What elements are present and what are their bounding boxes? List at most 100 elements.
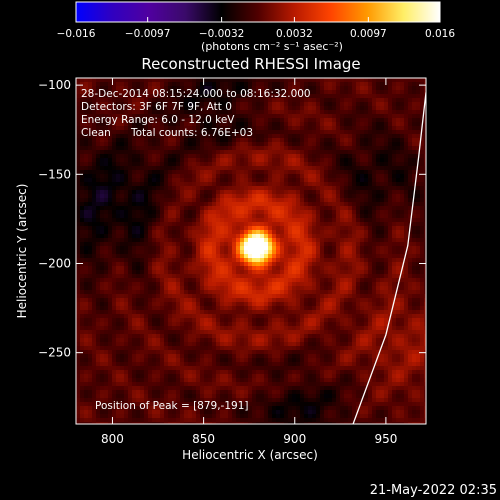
heatmap-cell xyxy=(376,146,380,150)
heatmap-cell xyxy=(380,98,384,102)
heatmap-cell xyxy=(120,186,124,190)
heatmap-cell xyxy=(424,214,426,218)
heatmap-cell xyxy=(108,170,112,174)
heatmap-cell xyxy=(104,230,108,234)
heatmap-cell xyxy=(260,202,264,206)
heatmap-cell xyxy=(336,98,340,102)
heatmap-cell xyxy=(364,218,368,222)
heatmap-cell xyxy=(112,98,116,102)
heatmap-cell xyxy=(100,138,104,142)
heatmap-cell xyxy=(288,282,292,286)
heatmap-cell xyxy=(416,142,420,146)
heatmap-cell xyxy=(80,182,84,186)
heatmap-cell xyxy=(268,82,272,86)
heatmap-cell xyxy=(136,138,140,142)
heatmap-cell xyxy=(140,118,144,122)
heatmap-cell xyxy=(388,78,392,82)
heatmap-cell xyxy=(360,222,364,226)
heatmap-cell xyxy=(80,254,84,258)
heatmap-cell xyxy=(92,246,96,250)
heatmap-cell xyxy=(124,254,128,258)
heatmap-cell xyxy=(368,214,372,218)
colorbar-tick-label: −0.0032 xyxy=(199,28,245,40)
heatmap-cell xyxy=(76,254,80,258)
heatmap-cell xyxy=(128,102,132,106)
heatmap-cell xyxy=(204,170,208,174)
heatmap-cell xyxy=(80,294,84,298)
heatmap-cell xyxy=(368,178,372,182)
heatmap-cell xyxy=(388,246,392,250)
heatmap-cell xyxy=(368,298,372,302)
heatmap-cell xyxy=(88,302,92,306)
heatmap-cell xyxy=(312,238,316,242)
heatmap-cell xyxy=(92,222,96,226)
heatmap-cell xyxy=(212,206,216,210)
heatmap-cell xyxy=(320,282,324,286)
heatmap-cell xyxy=(344,122,348,126)
heatmap-cell xyxy=(336,198,340,202)
heatmap-cell xyxy=(372,158,376,162)
heatmap-cell xyxy=(248,254,252,258)
heatmap-cell xyxy=(156,166,160,170)
heatmap-cell xyxy=(252,142,256,146)
heatmap-cell xyxy=(364,210,368,214)
heatmap-cell xyxy=(232,202,236,206)
heatmap-cell xyxy=(348,254,352,258)
heatmap-cell xyxy=(308,190,312,194)
heatmap-cell xyxy=(224,158,228,162)
heatmap-cell xyxy=(284,78,288,82)
heatmap-cell xyxy=(100,238,104,242)
heatmap-cell xyxy=(144,190,148,194)
heatmap-cell xyxy=(172,162,176,166)
heatmap-cell xyxy=(104,138,108,142)
heatmap-cell xyxy=(136,238,140,242)
heatmap-cell xyxy=(264,298,268,302)
heatmap-cell xyxy=(164,250,168,254)
heatmap-cell xyxy=(344,218,348,222)
heatmap-cell xyxy=(356,102,360,106)
heatmap-cell xyxy=(256,90,260,94)
heatmap-cell xyxy=(88,170,92,174)
heatmap-cell xyxy=(356,126,360,130)
heatmap-cell xyxy=(224,218,228,222)
heatmap-cell xyxy=(180,234,184,238)
heatmap-cell xyxy=(144,274,148,278)
heatmap-cell xyxy=(228,202,232,206)
heatmap-cell xyxy=(104,238,108,242)
heatmap-cell xyxy=(420,270,424,274)
heatmap-cell xyxy=(416,90,420,94)
heatmap-cell xyxy=(420,250,424,254)
heatmap-cell xyxy=(128,150,132,154)
heatmap-cell xyxy=(296,134,300,138)
heatmap-cell xyxy=(392,106,396,110)
heatmap-cell xyxy=(396,246,400,250)
heatmap-cell xyxy=(244,190,248,194)
heatmap-cell xyxy=(96,250,100,254)
heatmap-cell xyxy=(324,278,328,282)
heatmap-cell xyxy=(120,162,124,166)
heatmap-cell xyxy=(284,278,288,282)
heatmap-cell xyxy=(156,246,160,250)
heatmap-cell xyxy=(76,166,80,170)
heatmap-cell xyxy=(376,98,380,102)
heatmap-cell xyxy=(204,178,208,182)
heatmap-cell xyxy=(292,106,296,110)
heatmap-cell xyxy=(296,210,300,214)
heatmap-cell xyxy=(348,218,352,222)
heatmap-cell xyxy=(300,98,304,102)
heatmap-cell xyxy=(328,246,332,250)
heatmap-cell xyxy=(196,202,200,206)
heatmap-cell xyxy=(76,250,80,254)
heatmap-cell xyxy=(152,126,156,130)
heatmap-cell xyxy=(108,162,112,166)
heatmap-cell xyxy=(268,98,272,102)
heatmap-cell xyxy=(272,222,276,226)
heatmap-cell xyxy=(344,94,348,98)
heatmap-cell xyxy=(308,138,312,142)
heatmap-cell xyxy=(264,170,268,174)
heatmap-cell xyxy=(236,174,240,178)
heatmap-cell xyxy=(76,302,80,306)
heatmap-cell xyxy=(160,162,164,166)
heatmap-cell xyxy=(132,210,136,214)
heatmap-cell xyxy=(116,126,120,130)
